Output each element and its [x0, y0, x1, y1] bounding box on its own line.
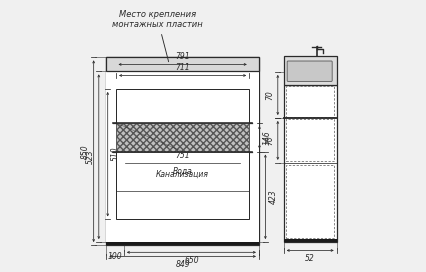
- Bar: [286, 119, 334, 162]
- Bar: [106, 57, 259, 245]
- Bar: [284, 239, 337, 242]
- Text: 100: 100: [108, 252, 122, 261]
- FancyBboxPatch shape: [287, 61, 332, 81]
- Bar: [286, 165, 334, 238]
- Bar: [106, 57, 259, 72]
- Text: 850: 850: [81, 144, 90, 159]
- Bar: [284, 85, 337, 242]
- Text: 650: 650: [184, 256, 199, 265]
- Text: 70: 70: [265, 90, 274, 100]
- Bar: [286, 86, 334, 117]
- Text: Вода: Вода: [173, 166, 193, 175]
- Text: 523: 523: [86, 149, 95, 164]
- Text: 751: 751: [176, 151, 190, 160]
- Bar: [116, 123, 249, 152]
- Text: 849: 849: [176, 260, 190, 269]
- Text: 423: 423: [269, 190, 278, 204]
- Text: Место крепления
монтажных пластин: Место крепления монтажных пластин: [112, 10, 203, 62]
- Bar: [284, 56, 337, 85]
- Text: 52: 52: [305, 254, 315, 263]
- Text: 70: 70: [265, 135, 274, 145]
- Text: 711: 711: [176, 63, 190, 72]
- Bar: [106, 242, 259, 245]
- Text: Канализация: Канализация: [156, 170, 209, 179]
- Bar: [116, 89, 249, 220]
- Text: 146: 146: [263, 130, 272, 144]
- Bar: [106, 72, 259, 242]
- Text: 791: 791: [176, 52, 190, 61]
- Text: 510: 510: [111, 147, 120, 162]
